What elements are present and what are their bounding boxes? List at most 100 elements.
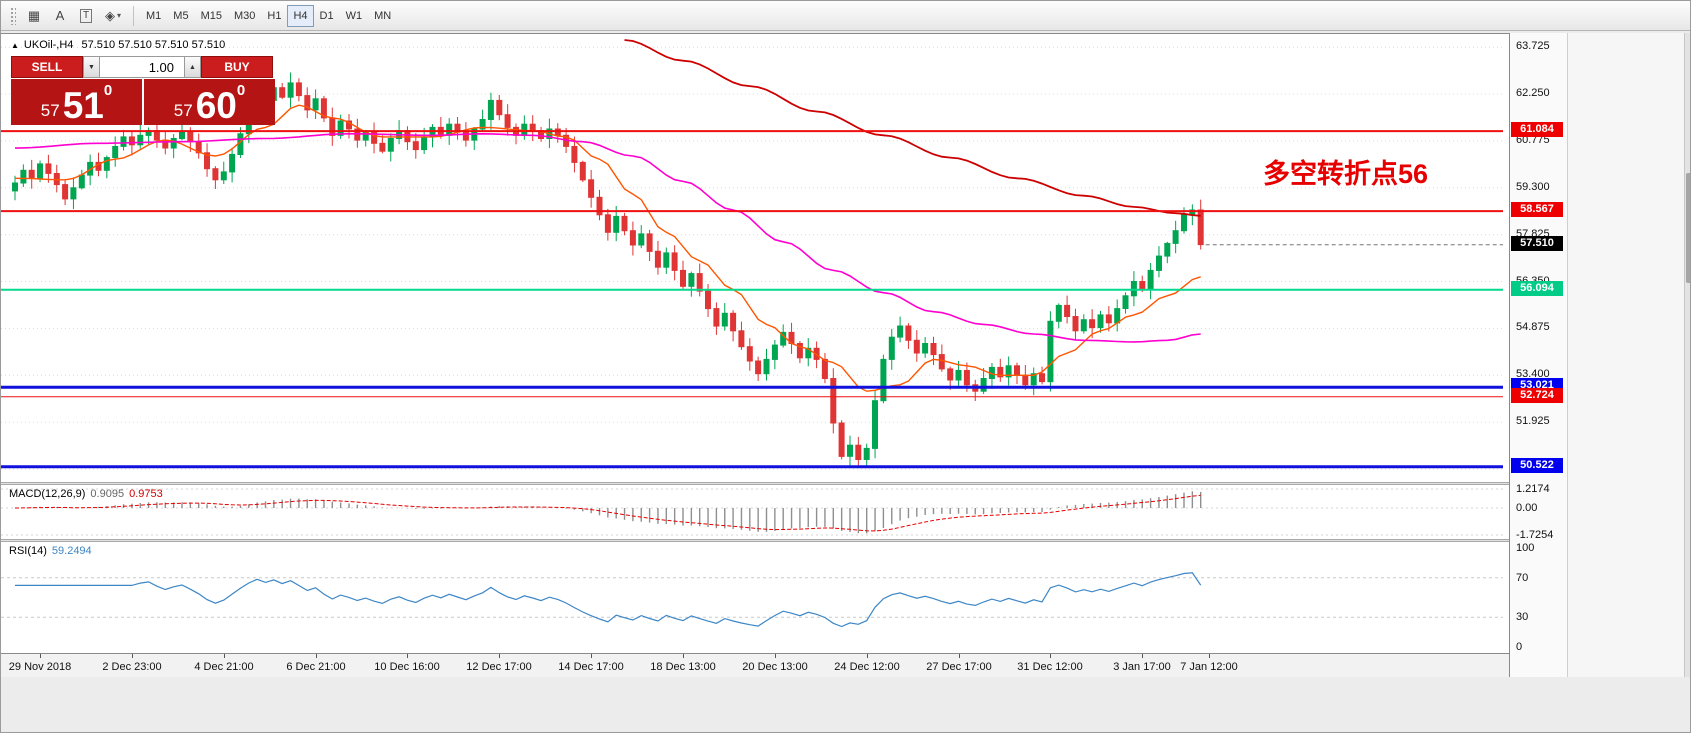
ask-prefix: 57 [173,101,193,121]
price-level-tag: 52.724 [1511,388,1563,403]
price-axis-tick: 63.725 [1516,40,1550,52]
time-axis-label: 20 Dec 13:00 [742,661,808,673]
price-axis-tick: 59.300 [1516,181,1550,193]
scrollbar-thumb[interactable] [1686,173,1690,283]
text-box-icon[interactable]: T [73,5,99,27]
rsi-value: 59.2494 [51,545,92,557]
sell-button[interactable]: SELL [11,56,83,78]
time-axis-tick [40,654,41,658]
price-axis-tick: 62.250 [1516,87,1550,99]
text-box-icon-glyph: T [79,8,93,23]
vertical-scrollbar[interactable] [1684,33,1690,677]
macd-name: MACD(12,26,9) [9,488,86,500]
time-axis-label: 24 Dec 12:00 [834,661,900,673]
grid-icon[interactable]: ▦ [21,5,47,27]
rsi-axis-tick: 100 [1516,542,1535,554]
shapes-icon[interactable]: ◈ ▾ [99,5,127,27]
toolbar-grip-handle[interactable] [10,6,16,25]
price-level-tag: 50.522 [1511,458,1563,473]
ask-big-digits: 60 [195,84,237,126]
timeframe-group: M1 M5 M15 M30 H1 H4 D1 W1 MN [140,4,397,27]
toolbar: ▦ A T ◈ ▾ M1 M5 M15 M30 H1 H4 D1 W1 MN [1,1,1690,31]
buy-button[interactable]: BUY [201,56,273,78]
ohlc-values: 57.510 57.510 57.510 57.510 [81,39,226,51]
bid-price-button[interactable]: 57 51 0 [11,79,142,125]
chevron-down-icon: ▾ [117,11,122,20]
time-axis-label: 4 Dec 21:00 [194,661,254,673]
time-axis-tick [591,654,592,658]
current-price-tag: 57.510 [1511,236,1563,251]
rsi-axis-tick: 30 [1516,611,1529,623]
time-axis-label: 7 Jan 12:00 [1180,661,1238,673]
volume-increase-button[interactable]: ▲ [184,56,201,78]
time-axis-tick [1209,654,1210,658]
price-level-tag: 56.094 [1511,281,1563,296]
macd-axis-tick: 0.00 [1516,502,1538,514]
time-axis-label: 6 Dec 21:00 [286,661,346,673]
macd-axis-tick: 1.2174 [1516,483,1550,495]
rsi-chart [1,572,1503,628]
horizontal-level-lines [1,130,1503,469]
price-axis-tick: 60.775 [1516,134,1550,146]
price-axis-tick: 51.925 [1516,415,1550,427]
candlestick-chart[interactable] [1,34,1509,482]
macd-indicator-pane[interactable]: MACD(12,26,9) 0.9095 0.9753 [1,485,1509,539]
time-axis-tick [499,654,500,658]
time-axis-label: 14 Dec 17:00 [558,661,624,673]
price-axis[interactable]: 63.72562.25060.77559.30057.82556.35054.8… [1509,33,1567,677]
collapse-arrow-icon[interactable]: ▲ [11,41,19,50]
time-axis-label: 12 Dec 17:00 [466,661,532,673]
time-axis-tick [775,654,776,658]
chart-annotation-text: 多空转折点56 [1263,159,1429,189]
macd-label: MACD(12,26,9) 0.9095 0.9753 [9,488,163,500]
bid-prefix: 57 [40,101,60,121]
tf-button-W1[interactable]: W1 [340,5,369,27]
bid-big-digits: 51 [62,84,104,126]
time-axis-tick [224,654,225,658]
volume-decrease-button[interactable]: ▼ [83,56,100,78]
price-chart-pane[interactable]: ▲ UKOil-,H4 57.510 57.510 57.510 57.510 S… [1,33,1509,482]
tf-button-M30[interactable]: M30 [228,5,261,27]
macd-signal-line [14,494,1201,532]
rsi-indicator-pane[interactable]: RSI(14) 59.2494 [1,542,1509,653]
text-label-icon[interactable]: A [47,5,73,27]
rsi-line [15,572,1202,628]
time-axis-tick [132,654,133,658]
time-axis-tick [1050,654,1051,658]
tf-button-M1[interactable]: M1 [140,5,167,27]
tf-button-M15[interactable]: M15 [195,5,228,27]
symbol-info-line: ▲ UKOil-,H4 57.510 57.510 57.510 57.510 [11,39,225,51]
macd-signal-value: 0.9753 [129,488,163,500]
bid-sup-digit: 0 [103,82,113,99]
time-axis-tick [683,654,684,658]
time-axis-tick [1142,654,1143,658]
time-axis[interactable]: 29 Nov 2018 2 Dec 23:00 4 Dec 21:00 6 Dec 2… [1,653,1567,677]
tf-button-H1[interactable]: H1 [261,5,287,27]
pane-splitter[interactable] [1,482,1509,485]
pane-splitter[interactable] [1,539,1509,542]
right-empty-area [1567,33,1684,677]
rsi-name: RSI(14) [9,545,47,557]
tf-button-D1[interactable]: D1 [314,5,340,27]
rsi-label: RSI(14) 59.2494 [9,545,92,557]
time-axis-label: 27 Dec 17:00 [926,661,992,673]
time-axis-label: 18 Dec 13:00 [650,661,716,673]
tf-button-M5[interactable]: M5 [167,5,194,27]
macd-main-value: 0.9095 [90,488,125,500]
time-axis-label: 29 Nov 2018 [8,661,72,673]
volume-input[interactable] [100,56,184,78]
rsi-axis-tick: 0 [1516,641,1523,653]
price-axis-tick: 54.875 [1516,321,1550,333]
price-axis-tick: 53.400 [1516,368,1550,380]
tf-button-MN[interactable]: MN [368,5,397,27]
time-axis-tick [407,654,408,658]
time-axis-label: 31 Dec 12:00 [1017,661,1083,673]
tf-button-H4[interactable]: H4 [287,4,314,27]
shapes-icon-glyph: ◈ [105,7,115,23]
macd-chart [1,488,1503,536]
trade-prices-row: 57 51 0 57 60 0 [11,79,277,125]
window-bottom-area [1,677,1690,732]
ask-price-button[interactable]: 57 60 0 [144,79,275,125]
